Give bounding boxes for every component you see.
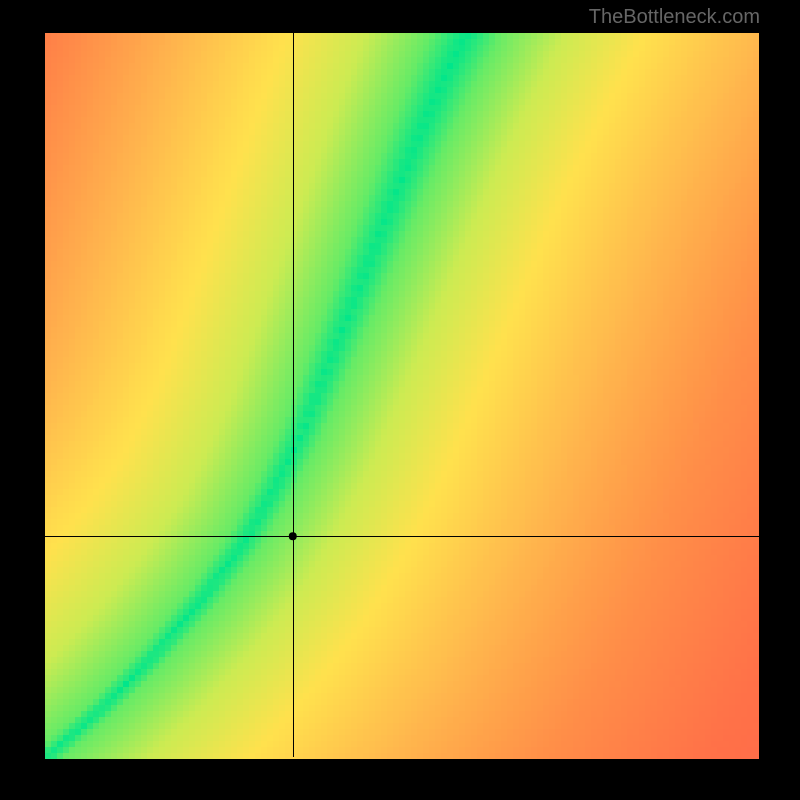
chart-container: { "canvas": { "width": 800, "height": 80…: [0, 0, 800, 800]
heatmap-canvas: [0, 0, 800, 800]
watermark-text: TheBottleneck.com: [589, 6, 760, 29]
